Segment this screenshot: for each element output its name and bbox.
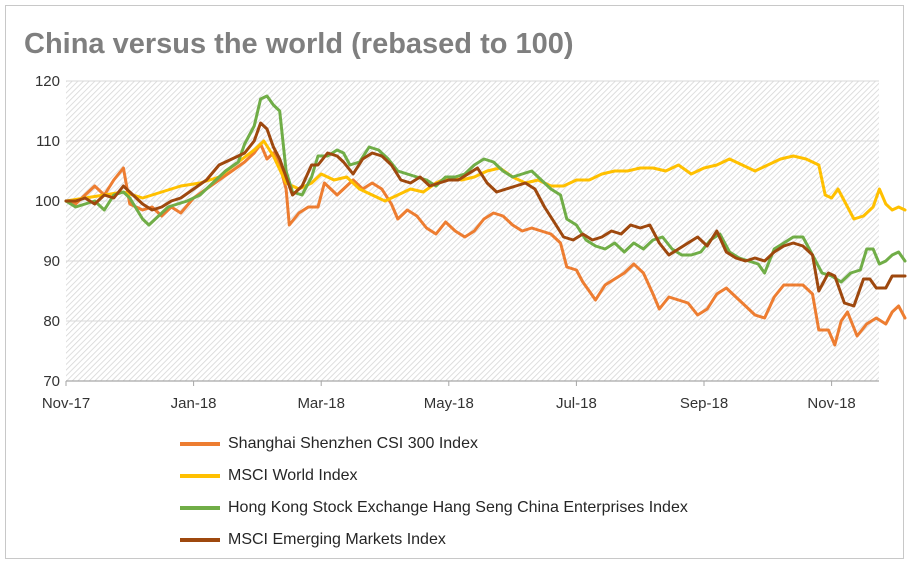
legend-label-msci-em: MSCI Emerging Markets Index <box>228 531 446 548</box>
legend-label-csi300: Shanghai Shenzhen CSI 300 Index <box>228 435 478 452</box>
legend-label-msci-world: MSCI World Index <box>228 467 358 484</box>
legend-item-msci-world: MSCI World Index <box>180 460 820 492</box>
x-tick-label-Sep-18: Sep-18 <box>680 395 728 412</box>
legend: Shanghai Shenzhen CSI 300 Index MSCI Wor… <box>180 428 820 556</box>
y-tick-label-70: 70 <box>43 373 60 390</box>
x-tick-label-Jan-18: Jan-18 <box>171 395 217 412</box>
y-tick-label-120: 120 <box>35 73 60 90</box>
legend-swatch-csi300 <box>180 442 220 446</box>
series-line-csi300 <box>64 142 907 347</box>
series-line-hang-seng-china <box>64 94 907 284</box>
legend-swatch-msci-em <box>180 538 220 542</box>
legend-swatch-hang-seng-china <box>180 506 220 510</box>
y-tick-label-90: 90 <box>43 253 60 270</box>
legend-item-msci-em: MSCI Emerging Markets Index <box>180 524 820 556</box>
y-tick-label-100: 100 <box>35 193 60 210</box>
legend-item-hang-seng-china: Hong Kong Stock Exchange Hang Seng China… <box>180 492 820 524</box>
x-tick-label-Nov-17: Nov-17 <box>42 395 90 412</box>
chart-title: China versus the world (rebased to 100) <box>24 28 574 60</box>
series-line-msci-em <box>64 121 907 308</box>
x-tick-label-Nov-18: Nov-18 <box>807 395 855 412</box>
x-tick-label-Jul-18: Jul-18 <box>556 395 597 412</box>
legend-label-hang-seng-china: Hong Kong Stock Exchange Hang Seng China… <box>228 499 688 516</box>
x-tick-label-May-18: May-18 <box>424 395 474 412</box>
x-tick-label-Mar-18: Mar-18 <box>297 395 345 412</box>
y-tick-label-80: 80 <box>43 313 60 330</box>
y-tick-label-110: 110 <box>36 133 60 150</box>
legend-swatch-msci-world <box>180 474 220 478</box>
legend-item-csi300: Shanghai Shenzhen CSI 300 Index <box>180 428 820 460</box>
